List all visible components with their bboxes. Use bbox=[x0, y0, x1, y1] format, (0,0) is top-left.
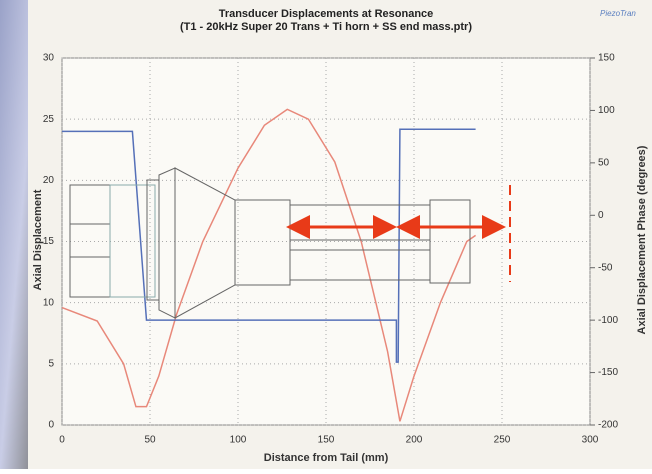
y2-tick-label: -150 bbox=[598, 367, 618, 378]
y-tick-label: 25 bbox=[43, 114, 55, 125]
y-tick-label: 5 bbox=[48, 358, 54, 369]
x-axis-label: Distance from Tail (mm) bbox=[264, 452, 389, 464]
y2-tick-label: 50 bbox=[598, 157, 610, 168]
y-axis-label: Axial Displacement bbox=[32, 189, 44, 290]
logo: PiezoTran bbox=[600, 9, 636, 18]
x-tick-label: 250 bbox=[494, 435, 511, 446]
x-tick-label: 200 bbox=[406, 435, 423, 446]
x-tick-label: 300 bbox=[582, 435, 599, 446]
y2-axis-label: Axial Displacement Phase (degrees) bbox=[636, 145, 648, 334]
y2-tick-label: -200 bbox=[598, 420, 618, 431]
chart-subtitle: (T1 - 20kHz Super 20 Trans + Ti horn + S… bbox=[180, 21, 472, 33]
y2-tick-label: -50 bbox=[598, 262, 613, 273]
y-tick-label: 30 bbox=[43, 53, 55, 64]
y2-tick-label: 0 bbox=[598, 210, 604, 221]
y2-tick-label: 150 bbox=[598, 53, 615, 64]
y-tick-label: 10 bbox=[43, 297, 55, 308]
y2-tick-label: 100 bbox=[598, 105, 615, 116]
y-tick-label: 20 bbox=[43, 175, 55, 186]
x-tick-label: 100 bbox=[230, 435, 247, 446]
transducer-outline bbox=[69, 167, 471, 319]
y-tick-label: 15 bbox=[43, 236, 55, 247]
plot: 0 50 100 150 200 250 300 0 5 10 15 20 25 30 -200 -150 -1… bbox=[43, 53, 619, 446]
x-tick-label: 150 bbox=[318, 435, 335, 446]
series-line bbox=[62, 128, 476, 363]
annotation-arrows bbox=[286, 185, 511, 282]
x-tick-label: 50 bbox=[144, 435, 156, 446]
series-line bbox=[61, 108, 477, 422]
x-tick-label: 0 bbox=[59, 435, 65, 446]
chart-title: Transducer Displacements at Resonance bbox=[219, 8, 434, 20]
y2-tick-label: -100 bbox=[598, 315, 618, 326]
y-tick-label: 0 bbox=[48, 420, 54, 431]
